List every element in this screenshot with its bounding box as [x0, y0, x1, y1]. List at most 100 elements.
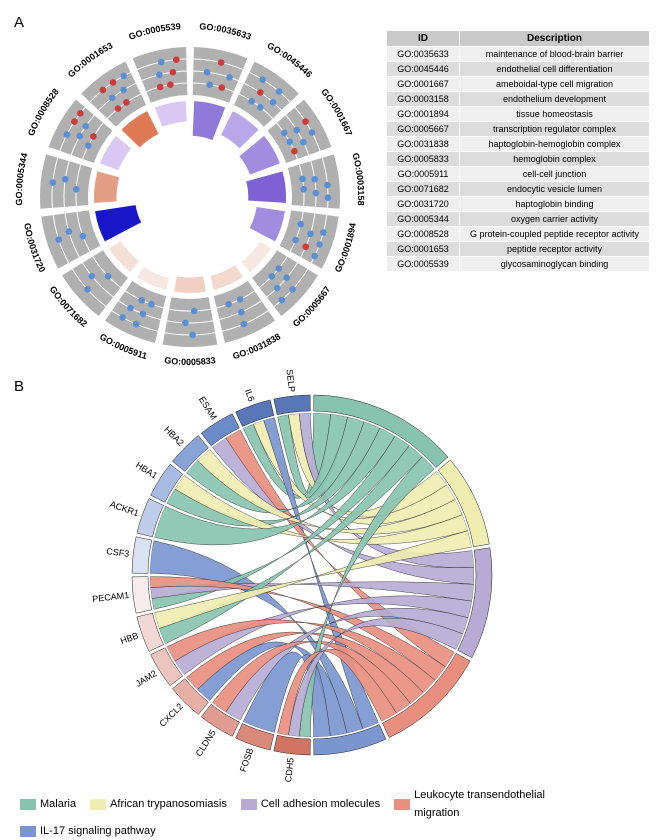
go-dot [286, 139, 293, 146]
go-dot [218, 59, 225, 66]
go-id-label: GO:0005833 [164, 355, 217, 367]
go-dot [274, 285, 281, 292]
pathway-legend: Malaria African trypanosomiasis Cell adhes… [20, 786, 640, 840]
cell-id: GO:0001653 [387, 242, 460, 257]
go-dot [85, 142, 92, 149]
go-bar [155, 101, 187, 127]
go-dot [110, 79, 117, 86]
go-dot [157, 84, 164, 91]
go-dot [257, 104, 264, 111]
go-dot [300, 186, 307, 193]
go-id-label: GO:0001894 [333, 222, 358, 274]
go-dot [297, 221, 304, 228]
go-dot [49, 179, 56, 186]
go-id-label: GO:0001667 [319, 87, 354, 138]
panel-a-circular-plot: GO:0035633GO:0045446GO:0001667GO:0003158… [0, 12, 386, 382]
go-dot [292, 237, 299, 244]
table-header-id: ID [387, 31, 460, 47]
cell-desc: endothelium development [460, 92, 650, 107]
go-dot [302, 118, 309, 125]
go-bar [137, 267, 169, 290]
go-dot [62, 176, 69, 183]
go-dot [309, 129, 316, 136]
go-dot [311, 176, 318, 183]
table-row: GO:0005539glycosaminoglycan binding [387, 257, 650, 272]
go-id-label: GO:0005344 [14, 152, 30, 206]
legend-label: Cell adhesion molecules [261, 795, 380, 813]
go-term-table: ID Description GO:0035633maintenance of … [386, 30, 650, 272]
table-row: GO:0035633maintenance of blood-brain bar… [387, 47, 650, 62]
cell-id: GO:0031838 [387, 137, 460, 152]
go-dot [64, 131, 71, 138]
go-dot [121, 73, 128, 80]
cell-id: GO:0005833 [387, 152, 460, 167]
cell-id: GO:0035633 [387, 47, 460, 62]
gene-label: SELP [284, 370, 297, 393]
cell-desc: transcription regulator complex [460, 122, 650, 137]
legend-label: Malaria [40, 795, 76, 813]
go-dot [281, 130, 288, 137]
legend-swatch [20, 799, 36, 810]
go-dot [241, 321, 248, 328]
cell-desc: haptoglobin binding [460, 197, 650, 212]
gene-label: JAM2 [134, 668, 159, 689]
go-dot [293, 127, 300, 134]
legend-label: African trypanosomiasis [110, 795, 227, 813]
go-dot [120, 87, 127, 94]
go-dot [71, 118, 78, 125]
go-dot [316, 241, 323, 248]
go-dot [275, 265, 282, 272]
legend-label: Leukocyte transendothelial migration [414, 786, 564, 822]
go-dot [119, 314, 126, 321]
go-dot [100, 87, 107, 94]
cell-id: GO:0045446 [387, 62, 460, 77]
cell-id: GO:0071682 [387, 182, 460, 197]
go-dot [325, 194, 332, 201]
cell-desc: tissue homeostasis [460, 107, 650, 122]
go-dot [276, 88, 283, 95]
table-row: GO:0001894tissue homeostasis [387, 107, 650, 122]
gene-label: FOSB [238, 747, 256, 773]
go-dot [156, 71, 163, 78]
cell-id: GO:0003158 [387, 92, 460, 107]
gene-label: HBA2 [162, 424, 186, 448]
go-dot [158, 59, 165, 66]
cell-desc: ameboidal-type cell migration [460, 77, 650, 92]
table-row: GO:0071682endocytic vesicle lumen [387, 182, 650, 197]
go-dot [90, 133, 97, 140]
go-dot [109, 95, 116, 102]
go-bar [174, 276, 206, 293]
go-dot [204, 69, 211, 76]
gene-label: CLDN5 [194, 728, 218, 758]
cell-desc: cell-cell junction [460, 167, 650, 182]
go-dot [249, 98, 256, 105]
go-bar [246, 171, 286, 203]
legend-item: Malaria [20, 786, 76, 822]
go-dot [206, 81, 213, 88]
go-dot [191, 308, 198, 315]
go-dot [257, 89, 264, 96]
cell-id: GO:0001667 [387, 77, 460, 92]
go-dot [300, 139, 307, 146]
go-dot [89, 273, 96, 280]
table-header-desc: Description [460, 31, 650, 47]
cell-desc: glycosaminoglycan binding [460, 257, 650, 272]
go-dot [127, 305, 134, 312]
go-dot [133, 321, 140, 328]
go-dot [270, 99, 277, 106]
go-dot [173, 56, 180, 63]
cell-desc: peptide receptor activity [460, 242, 650, 257]
legend-item: Leukocyte transendothelial migration [394, 786, 564, 822]
go-dot [279, 297, 286, 304]
go-dot [299, 176, 306, 183]
go-dot [182, 320, 189, 327]
go-dot [269, 273, 276, 280]
go-dot [167, 81, 174, 88]
cell-id: GO:0008528 [387, 227, 460, 242]
go-id-label: GO:0005539 [127, 21, 181, 42]
go-bar [210, 265, 243, 290]
go-dot [302, 243, 309, 250]
cell-id: GO:0005344 [387, 212, 460, 227]
gene-label: HBA1 [134, 460, 159, 481]
go-dot [289, 286, 296, 293]
